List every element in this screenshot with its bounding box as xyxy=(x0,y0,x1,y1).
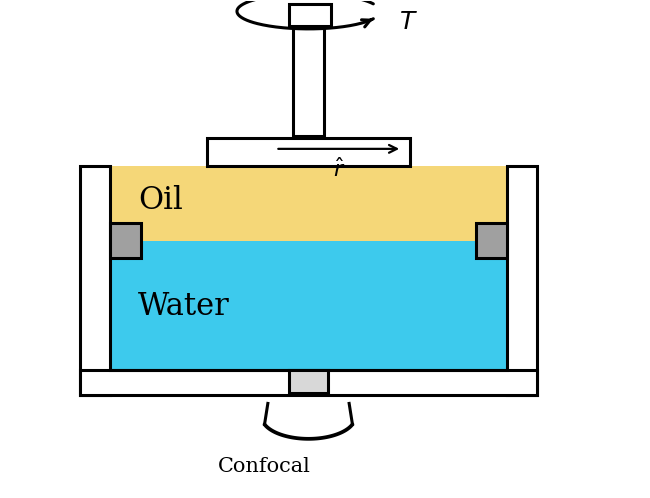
Text: $\hat{r}$: $\hat{r}$ xyxy=(333,158,345,182)
Text: Water: Water xyxy=(138,291,229,322)
Bar xyxy=(111,241,506,370)
Bar xyxy=(476,223,506,258)
Bar xyxy=(289,370,328,393)
Bar xyxy=(111,223,140,258)
Text: $T$: $T$ xyxy=(399,11,418,34)
Bar xyxy=(506,166,537,395)
Bar xyxy=(80,370,537,395)
Bar xyxy=(80,166,111,395)
Bar xyxy=(111,166,506,241)
Text: Confocal: Confocal xyxy=(218,457,311,476)
Text: Oil: Oil xyxy=(138,185,183,216)
Bar xyxy=(289,4,330,26)
Bar xyxy=(293,7,324,136)
Bar xyxy=(207,138,410,166)
